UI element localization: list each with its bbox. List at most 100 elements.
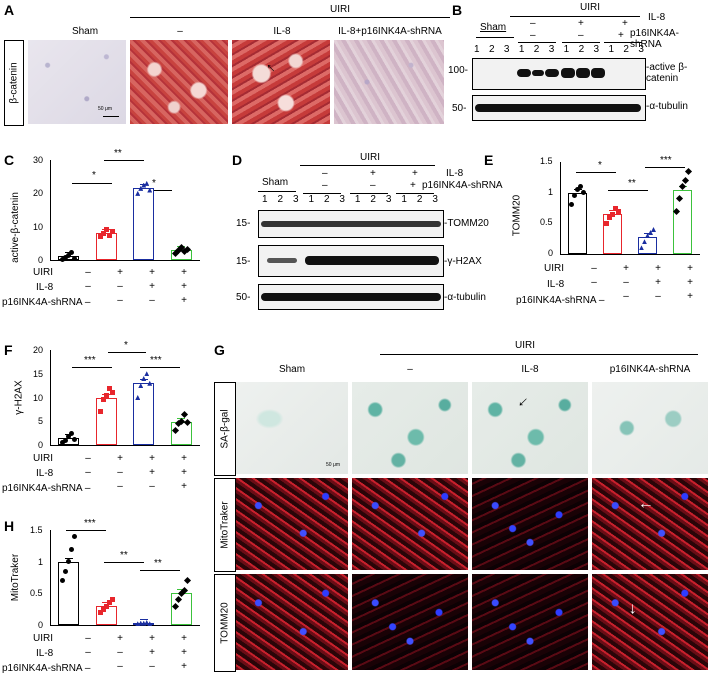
panel-d-uiri: UIRI	[360, 152, 380, 163]
data-point	[60, 256, 66, 262]
sign: +	[181, 633, 187, 644]
ihc-image-sham	[28, 40, 126, 124]
chart-bar	[58, 561, 80, 625]
tomm20-image-shrna: →	[592, 574, 708, 670]
blot-alpha-tubulin-d	[258, 284, 444, 310]
mitotracker-image-sham	[236, 478, 348, 570]
data-point	[604, 220, 609, 226]
panel-d-uiri-line	[300, 165, 435, 166]
lane-label: 3	[593, 44, 600, 55]
data-point	[69, 546, 75, 552]
sign: –	[85, 467, 91, 478]
sign: –	[85, 633, 91, 644]
sign: +	[181, 453, 187, 464]
panel-b-shrna-sign-2: –	[578, 30, 584, 41]
sign: –	[117, 281, 123, 292]
lane-label: 3	[292, 194, 299, 205]
panel-e-row-il8: IL-8	[547, 279, 565, 290]
data-point	[616, 208, 621, 214]
sign	[72, 481, 104, 492]
panel-g-group-sham: Sham	[278, 364, 306, 375]
chart-c	[50, 160, 200, 261]
panel-d-il8-line	[350, 193, 388, 194]
panel-b-uiri-line	[510, 16, 640, 17]
chart-bar	[95, 233, 117, 260]
panel-f-ytick: 0	[38, 440, 44, 450]
data-point	[138, 383, 144, 389]
panel-d-shrna-sign-2: –	[370, 180, 376, 191]
lane-label: 2	[488, 44, 495, 55]
data-point	[569, 202, 574, 208]
panel-d-lanes: 1 2 3 1 2 3 1 2 3 1 2 3	[262, 194, 438, 205]
panel-b-band-1: -active β-catenin	[646, 62, 688, 84]
data-point	[63, 437, 69, 443]
lane-label: 2	[370, 194, 376, 205]
sig-star: **	[628, 178, 636, 189]
panel-b-shrna-sign-3: +	[618, 30, 624, 41]
chart-bar	[133, 188, 155, 260]
chart-h	[50, 530, 200, 626]
panel-b-il8-sign-1: –	[530, 18, 536, 29]
lane-label: 3	[548, 44, 555, 55]
band	[576, 68, 590, 78]
sa-gal-image-il8: →	[472, 382, 588, 474]
panel-b-il8-label: IL-8	[648, 12, 666, 23]
y-axis	[50, 160, 51, 260]
panel-f-ytick: 5	[38, 416, 44, 426]
arrow-icon: →	[512, 391, 537, 416]
panel-a-group-minus: –	[177, 26, 183, 37]
lane-label: 1	[262, 194, 268, 205]
data-point	[66, 252, 72, 258]
sign: +	[181, 281, 187, 292]
arrow-icon: →	[626, 601, 643, 617]
row-label: SA-β-gal	[219, 409, 231, 449]
panel-b-shrna-line	[604, 42, 642, 43]
panel-h-row-shrna: p16INK4A-shRNA –	[2, 663, 91, 674]
panel-d-mw-15b: 15-	[236, 256, 251, 267]
panel-b-band-2: -α-tubulin	[646, 101, 688, 112]
x-axis	[560, 254, 700, 255]
panel-c-ytick: 20	[33, 188, 44, 198]
blot-gamma-h2ax	[258, 245, 444, 277]
lane-label: 1	[474, 44, 480, 55]
sign: +	[149, 267, 155, 278]
arrow-icon: →	[638, 499, 654, 516]
panel-b-il8-sign-3: +	[622, 18, 628, 29]
data-point	[63, 254, 69, 260]
sign: +	[149, 281, 155, 292]
data-point	[135, 395, 141, 400]
panel-h-row-uiri: UIRI	[33, 633, 53, 644]
panel-label-g: G	[214, 342, 225, 358]
sign: –	[117, 467, 123, 478]
sig-line	[608, 190, 648, 191]
error-bar	[139, 619, 148, 621]
panel-g-group-minus: –	[407, 364, 413, 375]
row-label: TOMM20	[219, 602, 231, 644]
lane-label: 1	[518, 44, 525, 55]
data-point	[147, 621, 153, 627]
sign: –	[85, 267, 91, 278]
chart-bar	[95, 397, 117, 445]
panel-b-lanes: 1 2 3 1 2 3 1 2 3 1 2 3	[474, 44, 644, 55]
panel-a-uiri: UIRI	[330, 4, 350, 15]
data-point	[648, 230, 653, 236]
lane-label: 3	[339, 194, 345, 205]
band	[517, 69, 531, 77]
error-bar	[64, 557, 73, 559]
data-point	[607, 214, 612, 220]
lane-label: 3	[638, 44, 644, 55]
lane-label: 3	[385, 194, 392, 205]
data-point	[575, 187, 580, 193]
data-point	[69, 430, 75, 436]
panel-f-ytick: 20	[33, 345, 44, 355]
lane-label: 2	[623, 44, 629, 55]
sig-star: ***	[84, 355, 96, 366]
sign: –	[117, 661, 123, 672]
data-point	[572, 193, 577, 199]
sign: +	[687, 277, 693, 288]
data-point	[66, 559, 72, 565]
panel-h-row-il8: IL-8	[36, 648, 54, 659]
panel-b-il8-sign-2: +	[578, 18, 584, 29]
band	[591, 68, 605, 78]
data-point	[103, 392, 109, 398]
